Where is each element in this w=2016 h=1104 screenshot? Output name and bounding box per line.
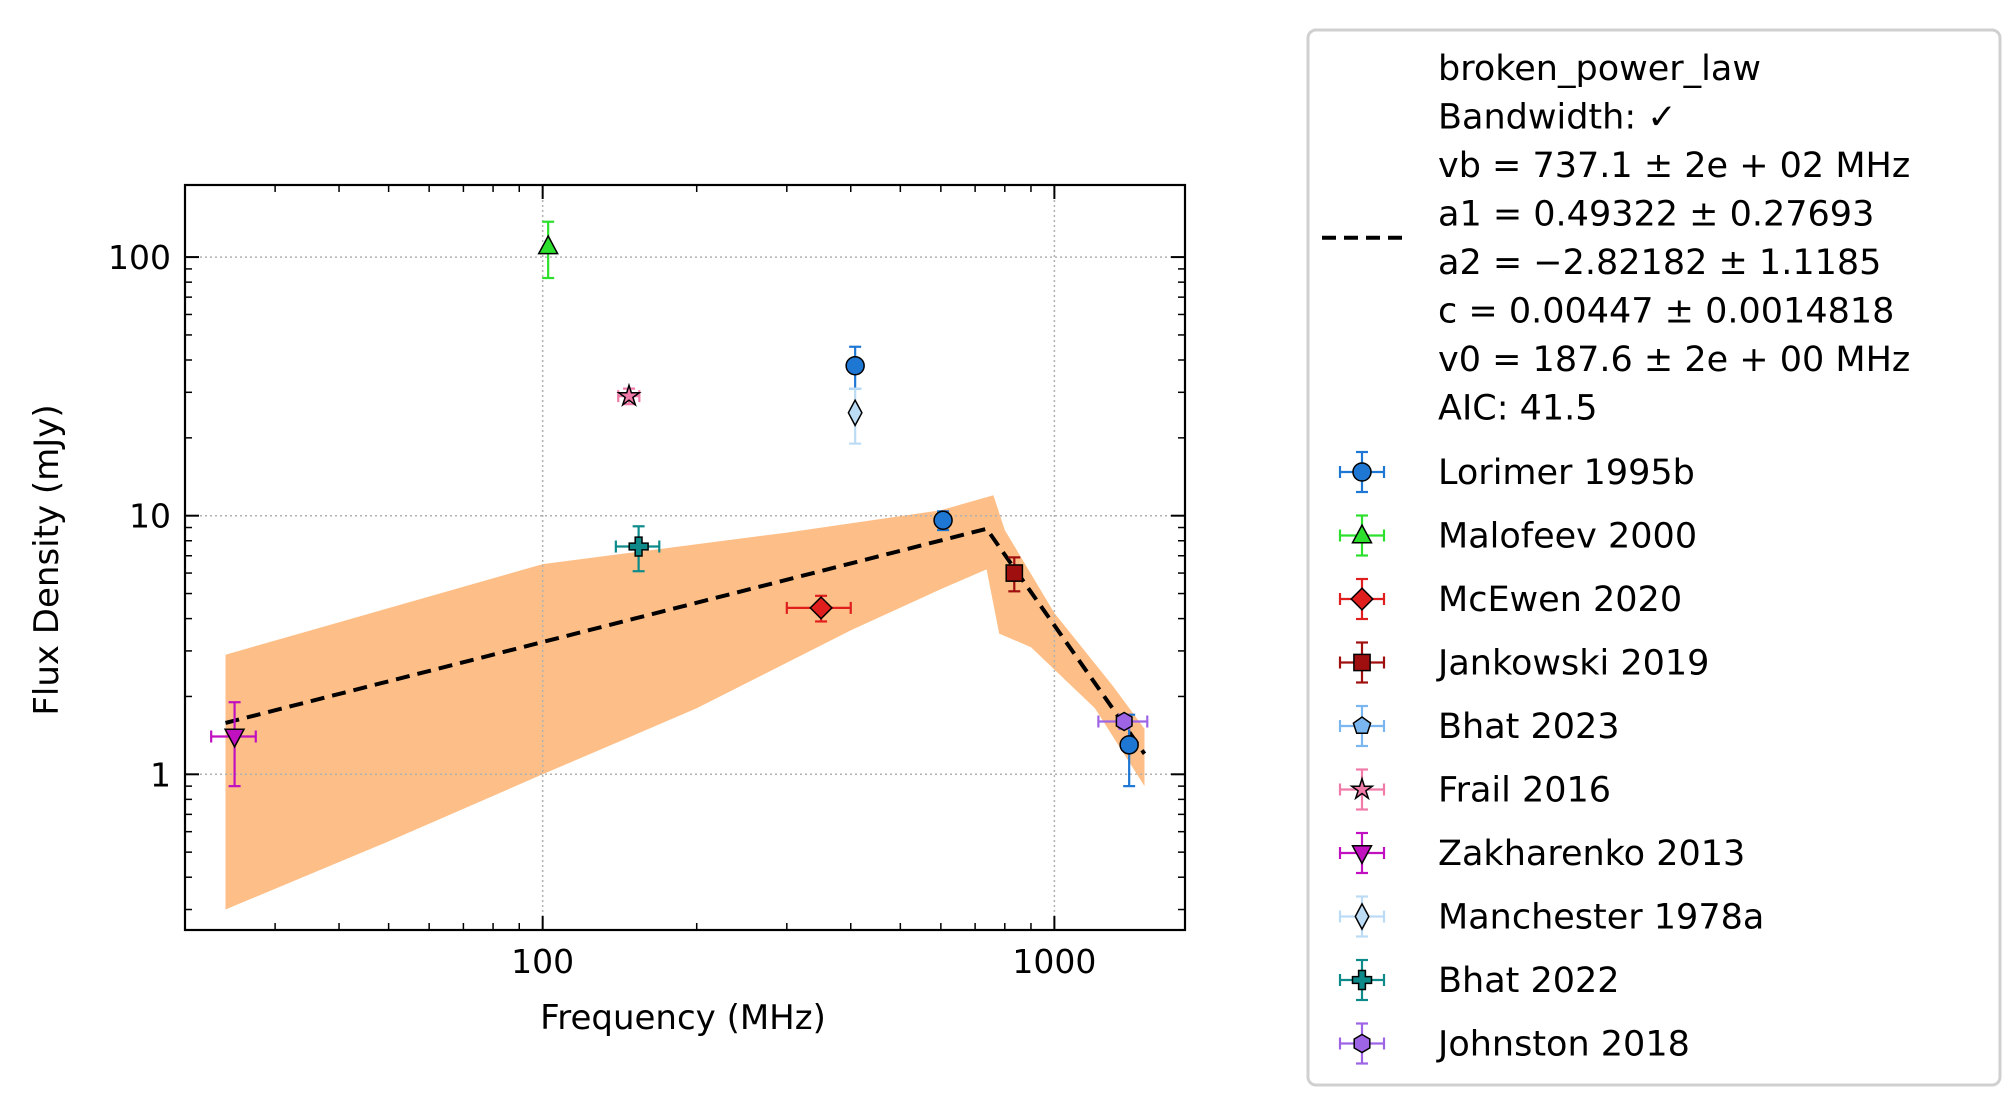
x-tick-label: 100	[511, 942, 574, 981]
data-marker	[933, 510, 953, 531]
legend-label: Bhat 2023	[1438, 707, 1620, 747]
data-point	[537, 220, 559, 280]
data-point	[616, 382, 642, 407]
legend-fit-entry: broken_power_law Bandwidth: ✓ vb = 737.1 ±…	[1322, 49, 1910, 429]
legend-label: McEwen 2020	[1438, 580, 1682, 620]
plot-frame	[183, 183, 1187, 932]
legend-entry: Bhat 2023	[1338, 704, 1620, 748]
legend-fit-line: Bandwidth: ✓	[1438, 98, 1677, 138]
data-point	[933, 510, 953, 532]
legend-marker	[1350, 587, 1374, 611]
legend-label: Johnston 2018	[1436, 1025, 1690, 1065]
y-tick-label: 1	[150, 755, 171, 794]
data-marker	[628, 536, 649, 557]
data-marker	[847, 398, 863, 427]
legend-entry: Zakharenko 2013	[1338, 831, 1745, 875]
data-point	[1005, 556, 1024, 593]
legend-fit-line: broken_power_law	[1438, 49, 1761, 89]
legend-label: Frail 2016	[1438, 771, 1611, 811]
legend-frame	[1306, 28, 2002, 1087]
x-tick-label: 1000	[1012, 942, 1096, 981]
fit-uncertainty-layer	[225, 495, 1145, 910]
legend-fit-line: v0 = 187.6 ± 2e + 00 MHz	[1438, 340, 1910, 380]
data-marker	[616, 382, 642, 407]
y-tick-label: 10	[129, 497, 171, 536]
legend-label: Malofeev 2000	[1438, 517, 1697, 557]
legend-entry: Jankowski 2019	[1338, 641, 1709, 684]
data-marker	[1115, 711, 1133, 732]
data-points-layer	[210, 220, 1149, 788]
data-point	[1097, 711, 1149, 732]
legend-fit-line: a2 = −2.82182 ± 1.1185	[1438, 243, 1881, 283]
legend-entry: Johnston 2018	[1338, 1022, 1690, 1065]
legend-marker	[1352, 462, 1372, 482]
legend-entry: Bhat 2022	[1338, 958, 1620, 1002]
data-marker	[223, 728, 246, 749]
legend-marker	[1351, 845, 1373, 865]
data-point	[847, 387, 863, 445]
axes-layer: 100 1000 1 10 100	[108, 183, 1187, 981]
legend-fit-line: AIC: 41.5	[1438, 389, 1598, 429]
legend-entry: Malofeev 2000	[1338, 514, 1697, 557]
data-point	[210, 701, 257, 788]
legend-series-entries: Lorimer 1995b Malofeev 2000 McEwen 2020 Jan…	[1338, 450, 1764, 1065]
legend-marker	[1351, 523, 1373, 544]
legend-entry: McEwen 2020	[1338, 577, 1682, 621]
data-marker	[845, 356, 865, 376]
legend: broken_power_law Bandwidth: ✓ vb = 737.1 ±…	[1306, 28, 2002, 1087]
legend-marker	[1353, 653, 1371, 672]
fit-line	[225, 526, 1147, 755]
legend-fit-line: a1 = 0.49322 ± 0.27693	[1438, 195, 1874, 235]
data-marker	[1005, 564, 1024, 582]
legend-label: Bhat 2022	[1438, 961, 1620, 1001]
x-axis-label: Frequency (MHz)	[540, 998, 826, 1038]
fit-uncertainty-band	[225, 495, 1145, 910]
legend-marker	[1352, 716, 1372, 735]
y-axis-label: Flux Density (mJy)	[27, 404, 67, 715]
legend-fit-line: c = 0.00447 ± 0.0014818	[1438, 292, 1894, 332]
data-marker	[1119, 735, 1139, 755]
legend-marker	[1353, 1033, 1371, 1054]
legend-entry: Lorimer 1995b	[1338, 450, 1695, 494]
legend-marker	[1351, 969, 1373, 991]
data-marker	[537, 234, 559, 255]
legend-fit-line: vb = 737.1 ± 2e + 02 MHz	[1438, 146, 1910, 186]
legend-entry: Frail 2016	[1338, 768, 1611, 811]
grid-layer	[185, 185, 1185, 930]
legend-label: Lorimer 1995b	[1438, 453, 1695, 493]
legend-entry: Manchester 1978a	[1338, 895, 1764, 938]
data-point	[614, 525, 661, 573]
legend-marker	[1349, 776, 1375, 801]
data-point	[845, 345, 865, 390]
data-marker	[809, 596, 833, 620]
legend-label: Zakharenko 2013	[1438, 834, 1745, 874]
legend-marker	[1354, 902, 1370, 931]
legend-label: Jankowski 2019	[1436, 644, 1709, 684]
data-point	[785, 594, 852, 623]
y-tick-label: 100	[108, 238, 171, 277]
fit-line-layer	[225, 526, 1147, 755]
legend-label: Manchester 1978a	[1438, 898, 1764, 938]
